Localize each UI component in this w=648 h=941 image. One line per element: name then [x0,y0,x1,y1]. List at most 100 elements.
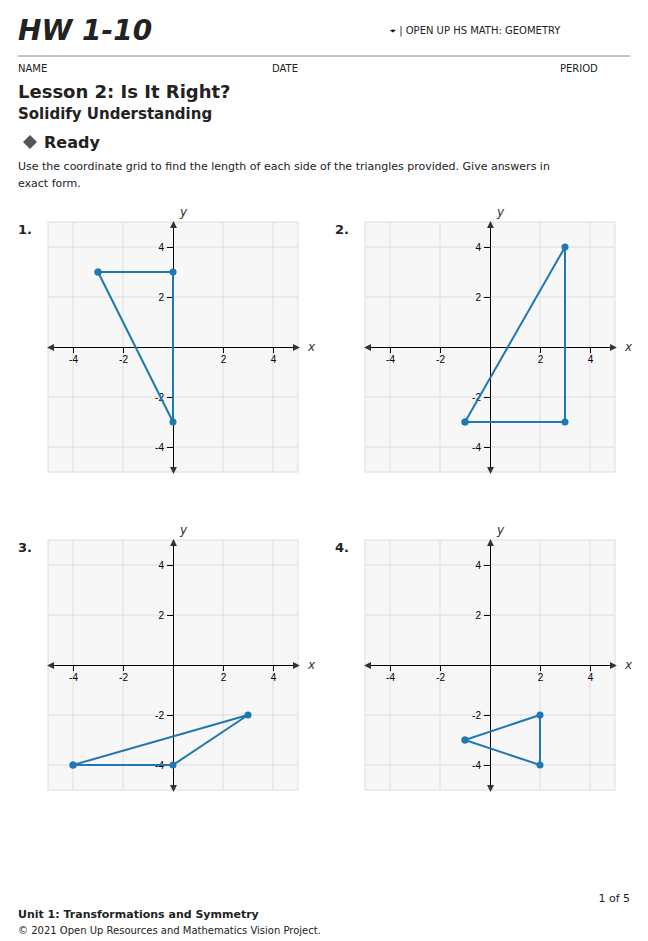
period-label: PERIOD [560,63,598,74]
vertex-point [170,269,177,276]
triangle-line [73,715,248,765]
y-axis: -4-224 [155,541,173,791]
marks [70,712,252,769]
y-tick: 4 [158,560,173,571]
plot-background [365,222,615,472]
x-tick: -4 [69,665,78,683]
x-tick: -4 [386,347,395,365]
x-tick-label: 4 [271,672,277,683]
x-tick-label: 2 [538,672,544,683]
triangle-line [465,715,540,765]
section-icon [23,135,37,149]
y-tick-mark [484,397,490,398]
x-tick-label: 2 [221,672,227,683]
x-tick-label: -4 [69,354,78,365]
vertex-point [95,269,102,276]
plot-background [48,222,298,472]
vertex-point [245,712,252,719]
x-tick-label: 4 [588,672,594,683]
y-tick-label: 2 [475,610,481,621]
x-tick: 4 [271,665,277,683]
y-tick: 4 [475,560,490,571]
y-tick-label: 2 [475,292,481,303]
vertex-point [70,762,77,769]
footer-copy: © 2021 Open Up Resources and Mathematics… [18,925,321,936]
y-tick: 4 [475,242,490,253]
marks [462,712,544,769]
y-tick: 2 [158,610,173,621]
header-rule [18,56,630,57]
x-tick-label: -4 [386,672,395,683]
vertex-point [70,762,77,769]
y-tick-mark [167,615,173,616]
y-tick-mark [484,715,490,716]
x-tick-mark [440,347,441,353]
x-tick: -2 [436,665,445,683]
x-tick-mark [273,347,274,353]
x-tick-label: 2 [538,354,544,365]
y-tick-label: 2 [158,610,164,621]
y-tick: 2 [475,292,490,303]
x-tick-mark [440,665,441,671]
x-tick: 2 [538,665,544,683]
y-tick-label: -4 [472,760,481,771]
section-title: Solidify Understanding [18,105,212,123]
y-tick-label: 4 [475,560,481,571]
chart-label: 2. [335,222,349,237]
y-axis-label: y [179,523,188,537]
x-axis-label: x [624,658,633,672]
x-tick-mark [540,665,541,671]
vertex-point [562,419,569,426]
instructions: Use the coordinate grid to find the leng… [18,160,550,190]
instructions-line: Use the coordinate grid to find the leng… [18,160,550,173]
x-tick: 2 [221,665,227,683]
y-axis-label: y [179,205,188,219]
chart-label: 4. [335,540,349,555]
y-tick-label: 4 [475,242,481,253]
y-tick-mark [484,297,490,298]
x-tick: 4 [588,347,594,365]
y-tick-label: -4 [155,442,164,453]
vertex-point [562,244,569,251]
chart: 2.-4-224-4-224xy [335,205,633,473]
x-tick-mark [590,665,591,671]
x-tick: 4 [271,347,277,365]
y-tick-label: -2 [472,710,481,721]
vertex-point [170,419,177,426]
x-axis-label: x [624,340,633,354]
chart: 1.-4-224-4-224xy [18,205,316,473]
y-tick-mark [484,765,490,766]
y-axis-line [490,541,491,791]
y-axis-label: y [496,205,505,219]
y-tick-mark [484,565,490,566]
chart: 4.-4-224-4-224xy [335,523,633,791]
x-tick-mark [223,665,224,671]
y-tick-mark [167,565,173,566]
x-tick-label: -4 [69,672,78,683]
y-tick-mark [167,247,173,248]
hw-text: HW 1-10 [18,14,152,47]
y-tick: 2 [158,292,173,303]
y-tick: -4 [155,442,173,453]
y-tick-mark [167,447,173,448]
chart: 3.-4-224-4-224xy [18,523,316,791]
x-tick-label: -4 [386,354,395,365]
x-tick: 2 [221,347,227,365]
y-tick-label: -4 [472,442,481,453]
chart-label: 3. [18,540,32,555]
x-tick-mark [123,665,124,671]
x-tick: 4 [588,665,594,683]
vertex-point [95,269,102,276]
chart-label: 1. [18,222,32,237]
header-right: ⌖ | OPEN UP HS MATH: GEOMETRY [390,25,561,37]
x-tick: 2 [538,347,544,365]
x-tick: -2 [436,347,445,365]
x-tick-mark [123,347,124,353]
x-tick-label: 4 [588,354,594,365]
plot-background [365,540,615,790]
y-tick: -2 [155,710,173,721]
y-tick: -4 [472,442,490,453]
x-axis-label: x [307,340,316,354]
marks [95,269,177,426]
instructions-line: exact form. [18,177,81,190]
